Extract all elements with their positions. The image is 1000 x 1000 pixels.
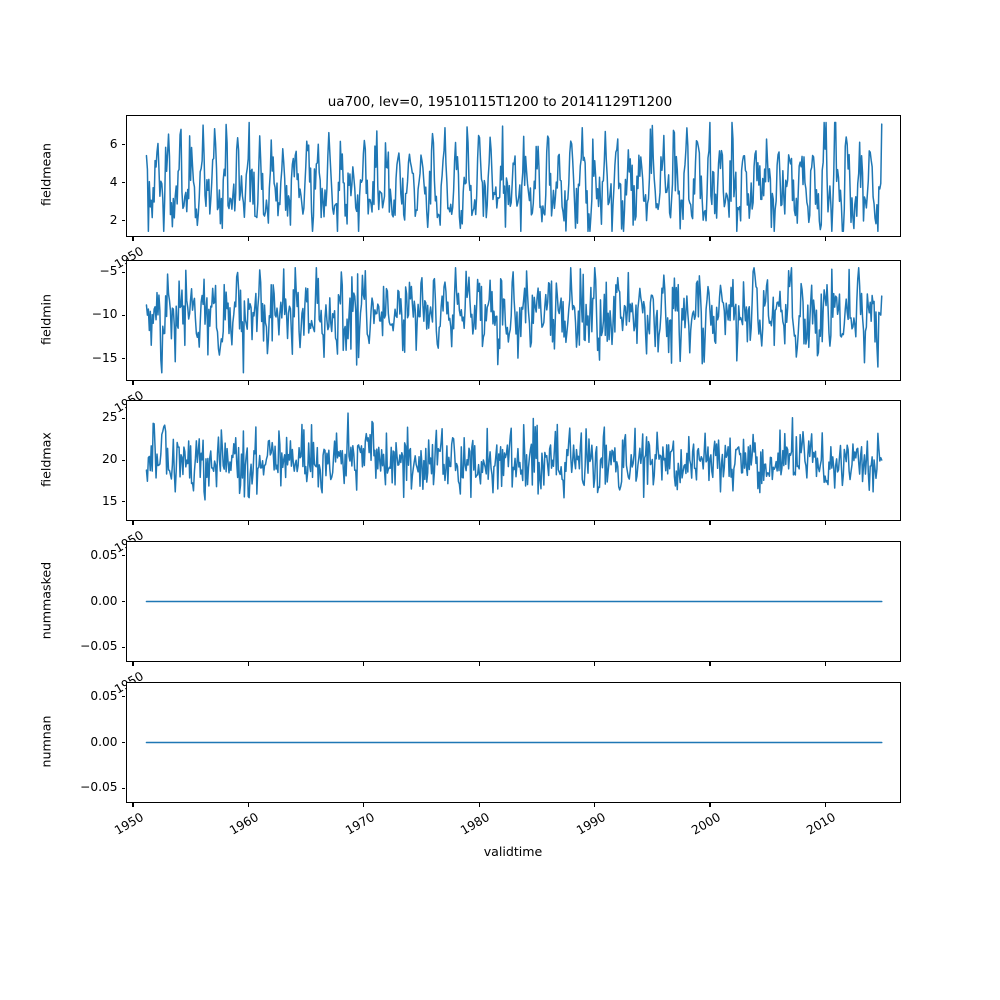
- x-tickmark: [594, 662, 596, 666]
- y-tick-label: 6: [109, 136, 118, 151]
- x-tickmark: [824, 381, 826, 385]
- y-tickmark: [121, 600, 126, 603]
- x-tick-label: 2010: [804, 810, 839, 838]
- y-tickmark: [121, 501, 126, 503]
- y-tickmark: [121, 314, 126, 316]
- x-tickmark: [709, 662, 711, 666]
- x-tickmark: [709, 237, 711, 241]
- x-tickmark: [363, 521, 365, 525]
- y-tick-label: 20: [101, 452, 118, 467]
- x-axis-label: validtime: [483, 844, 543, 859]
- x-tickmark: [478, 803, 480, 807]
- y-tickmark: [121, 741, 126, 744]
- x-tickmark: [478, 662, 480, 666]
- y-tick-label: −0.05: [80, 780, 118, 795]
- y-tickmark: [121, 787, 126, 789]
- subplot-fieldmax: [125, 400, 901, 521]
- x-tickmark: [247, 803, 249, 807]
- y-tickmark: [121, 555, 126, 557]
- y-tick-label: −15: [91, 350, 118, 365]
- y-tick-label: 0.05: [90, 688, 118, 703]
- y-tick-label: 0.00: [90, 734, 118, 749]
- y-tickmark: [121, 696, 126, 698]
- y-tickmark: [121, 271, 126, 273]
- x-tickmark: [594, 381, 596, 385]
- x-tickmark: [132, 237, 134, 241]
- y-tickmark: [121, 357, 126, 360]
- x-tickmark: [247, 521, 249, 525]
- y-tickmark: [121, 220, 126, 222]
- x-tickmark: [594, 521, 596, 525]
- x-tick-label: 1970: [342, 810, 377, 838]
- data-line-fieldmax: [146, 413, 881, 500]
- subplot-fieldmin: [125, 260, 901, 381]
- x-tick-label: 1960: [227, 810, 262, 838]
- x-tickmark: [363, 662, 365, 666]
- x-tickmark: [363, 803, 365, 807]
- x-tickmark: [478, 521, 480, 525]
- x-tickmark: [247, 237, 249, 241]
- x-tickmark: [132, 803, 134, 807]
- y-tick-label: −10: [91, 307, 118, 322]
- y-axis-label-numnan: numnan: [38, 715, 54, 767]
- x-tickmark: [709, 803, 711, 807]
- x-tickmark: [824, 662, 826, 666]
- x-tickmark: [824, 237, 826, 241]
- y-tick-label: 4: [109, 174, 118, 189]
- x-tickmark: [363, 237, 365, 241]
- x-tickmark: [594, 237, 596, 241]
- x-tickmark: [132, 381, 134, 385]
- data-line-fieldmin: [146, 268, 881, 373]
- y-tick-label: 2: [109, 212, 118, 227]
- x-tickmark: [132, 662, 134, 666]
- x-tick-label: 1950: [112, 810, 146, 838]
- y-tickmark: [121, 459, 126, 461]
- y-tick-label: 25: [101, 410, 118, 425]
- subplot-nummasked: [125, 541, 901, 662]
- figure-title: ua700, lev=0, 19510115T1200 to 20141129T…: [327, 94, 673, 110]
- x-tickmark: [709, 521, 711, 525]
- x-tick-label: 2000: [689, 810, 723, 838]
- x-tickmark: [594, 803, 596, 807]
- y-tick-label: −0.05: [80, 639, 118, 654]
- y-tickmark: [121, 182, 126, 184]
- y-tickmark: [121, 646, 126, 648]
- x-tickmark: [824, 521, 826, 525]
- y-tickmark: [121, 143, 126, 146]
- y-tick-label: 15: [101, 493, 118, 508]
- subplot-fieldmean: [125, 115, 901, 237]
- y-tick-label: 0.00: [90, 593, 118, 608]
- x-tickmark: [363, 381, 365, 385]
- y-tick-label: −5: [99, 264, 118, 279]
- data-line-fieldmean: [146, 123, 881, 232]
- x-tick-label: 1980: [458, 810, 493, 838]
- y-tickmark: [121, 417, 126, 419]
- x-tickmark: [132, 521, 134, 525]
- x-tickmark: [247, 662, 249, 666]
- x-tick-label: 1990: [573, 810, 608, 838]
- x-tickmark: [709, 381, 711, 385]
- subplot-numnan: [125, 682, 901, 803]
- x-tickmark: [478, 237, 480, 241]
- x-tickmark: [824, 803, 826, 807]
- x-tickmark: [247, 381, 249, 385]
- y-tick-label: 0.05: [90, 547, 118, 562]
- x-tickmark: [478, 381, 480, 385]
